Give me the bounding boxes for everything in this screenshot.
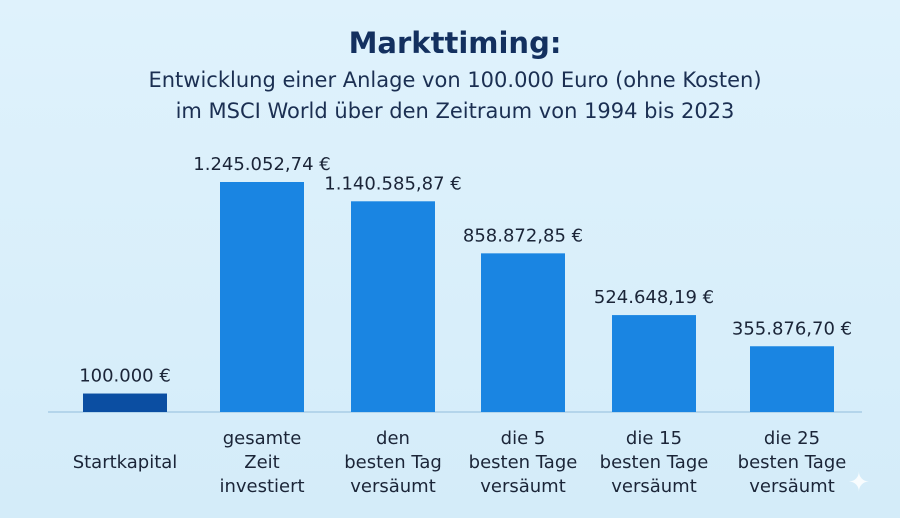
category-label-1-line-0: gesamte bbox=[223, 428, 302, 449]
category-label-5-line-0: die 25 bbox=[764, 428, 820, 449]
bar-3 bbox=[481, 253, 565, 412]
category-label-4-line-0: die 15 bbox=[626, 428, 682, 449]
category-label-3-line-0: die 5 bbox=[501, 428, 546, 449]
category-label-5-line-1: besten Tage bbox=[738, 452, 847, 473]
category-label-2-line-0: den bbox=[376, 428, 410, 449]
chart-subtitle-line-2: im MSCI World über den Zeitraum von 1994… bbox=[175, 99, 735, 123]
bar-2 bbox=[351, 201, 435, 412]
category-label-1-line-2: investiert bbox=[219, 476, 304, 497]
chart-title: Markttiming: bbox=[348, 26, 562, 60]
category-label-3-line-1: besten Tage bbox=[469, 452, 578, 473]
bar-4 bbox=[612, 315, 696, 412]
category-label-4-line-2: versäumt bbox=[611, 476, 697, 497]
category-label-2-line-1: besten Tag bbox=[344, 452, 442, 473]
value-label-1: 1.245.052,74 € bbox=[193, 154, 330, 175]
value-label-2: 1.140.585,87 € bbox=[324, 173, 461, 194]
value-label-4: 524.648,19 € bbox=[594, 287, 714, 308]
category-label-1-line-1: Zeit bbox=[244, 452, 279, 473]
category-label-5-line-2: versäumt bbox=[749, 476, 835, 497]
chart-subtitle-line-1: Entwicklung einer Anlage von 100.000 Eur… bbox=[148, 68, 762, 92]
category-label-3-line-2: versäumt bbox=[480, 476, 566, 497]
sparkle-icon: ✦ bbox=[848, 468, 870, 498]
bar-0 bbox=[83, 393, 167, 412]
category-label-2-line-2: versäumt bbox=[350, 476, 436, 497]
value-label-5: 355.876,70 € bbox=[732, 318, 852, 339]
bar-5 bbox=[750, 346, 834, 412]
value-label-0: 100.000 € bbox=[79, 366, 171, 387]
category-label-0-line-0: Startkapital bbox=[73, 452, 178, 473]
category-label-4-line-1: besten Tage bbox=[600, 452, 709, 473]
bar-1 bbox=[220, 182, 304, 412]
value-label-3: 858.872,85 € bbox=[463, 225, 583, 246]
